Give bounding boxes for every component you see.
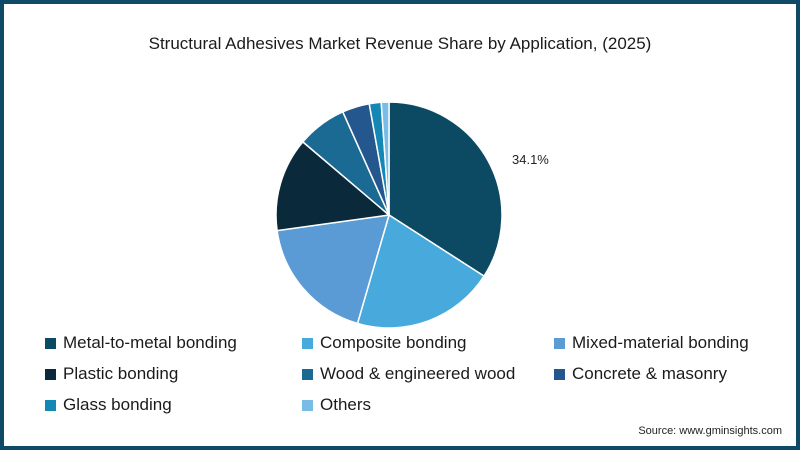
chart-title: Structural Adhesives Market Revenue Shar… [148, 34, 652, 53]
legend-swatch [302, 368, 313, 380]
legend-item-others: Others [302, 395, 371, 415]
pie-slice-composite-bonding [356, 213, 486, 329]
legend-swatch [302, 399, 313, 411]
pie-slice-mixed-material-bonding [276, 214, 391, 325]
legend-label: Others [320, 395, 372, 414]
legend-item-concrete: Concrete & masonry [554, 364, 727, 384]
legend-item-glass: Glass bonding [45, 395, 172, 415]
legend-item-wood: Wood & engineered wood [302, 364, 515, 384]
legend-item-composite: Composite bonding [302, 333, 466, 353]
legend-label: Wood & engineered wood [320, 364, 516, 383]
source-note: Source: www.gminsights.com [638, 425, 782, 437]
pie-slice-plastic-bonding [275, 140, 391, 232]
legend-label: Concrete & masonry [572, 364, 727, 383]
slice-label-metal-to-metal: 34.1% [512, 152, 549, 167]
legend-label: Glass bonding [63, 395, 172, 414]
legend-label: Plastic bonding [63, 364, 179, 383]
legend-swatch [554, 368, 565, 380]
legend-swatch [554, 337, 565, 349]
legend-swatch [302, 337, 313, 349]
legend-swatch [45, 399, 56, 411]
legend-label: Metal-to-metal bonding [63, 333, 237, 352]
legend-swatch [45, 337, 56, 349]
pie-slice-others [380, 101, 390, 216]
legend-swatch [45, 368, 56, 380]
legend-item-metal-to-metal: Metal-to-metal bonding [45, 333, 237, 353]
legend-item-plastic: Plastic bonding [45, 364, 178, 384]
legend-label: Mixed-material bonding [572, 333, 749, 352]
legend-label: Composite bonding [320, 333, 467, 352]
legend-item-mixed-material: Mixed-material bonding [554, 333, 749, 353]
